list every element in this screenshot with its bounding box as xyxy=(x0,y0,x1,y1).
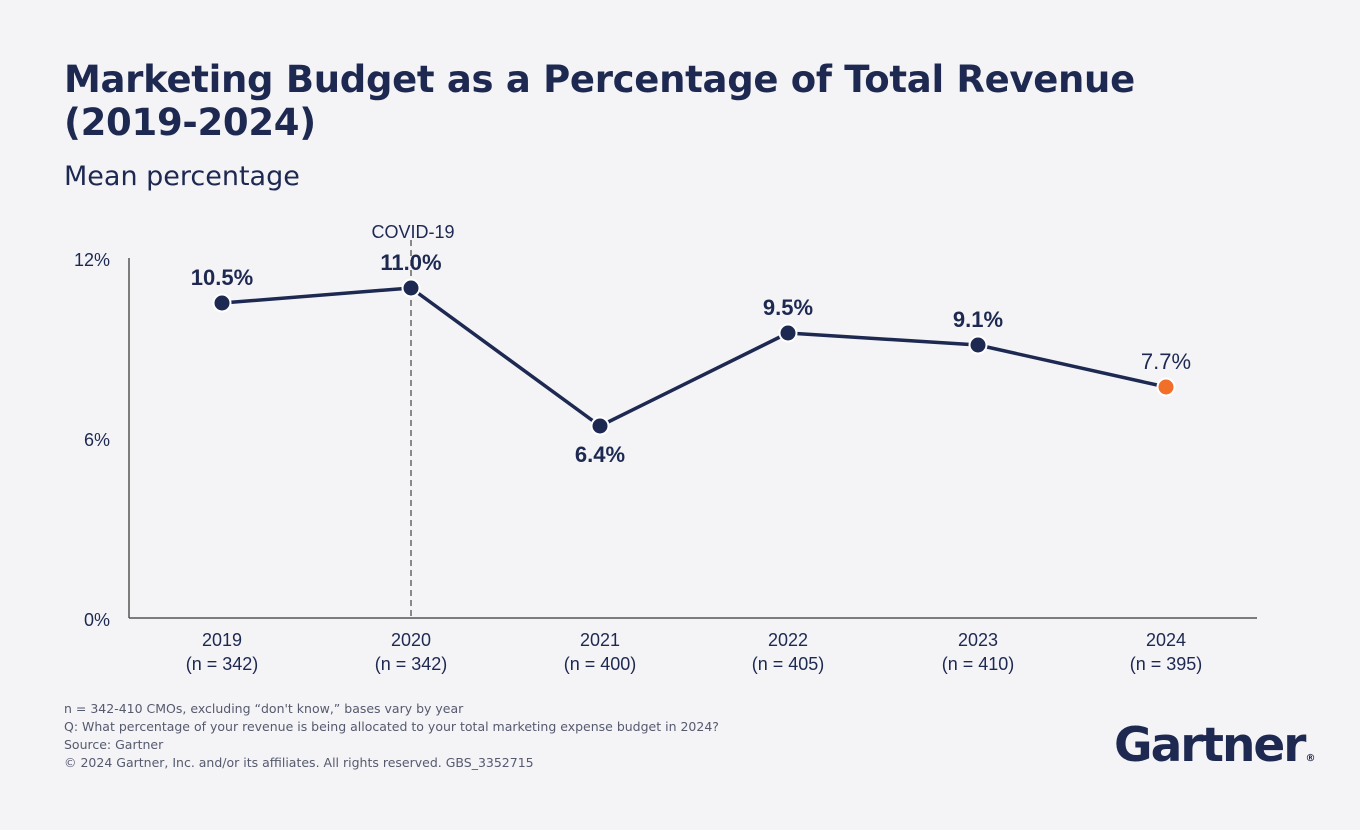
chart-title: Marketing Budget as a Percentage of Tota… xyxy=(64,58,1135,144)
data-point xyxy=(968,335,988,355)
data-point xyxy=(212,293,232,313)
y-tick-label: 0% xyxy=(84,610,110,630)
data-point xyxy=(1156,377,1176,397)
x-tick-sublabel: (n = 405) xyxy=(752,654,825,674)
x-tick-label: 2020 xyxy=(391,630,431,650)
data-label: 7.7% xyxy=(1141,349,1191,374)
series-line xyxy=(221,286,1167,428)
data-label: 6.4% xyxy=(575,442,625,467)
y-tick-label: 6% xyxy=(84,430,110,450)
covid-annotation-label: COVID-19 xyxy=(371,222,454,242)
x-tick-sublabel: (n = 395) xyxy=(1130,654,1203,674)
gartner-logo: Gartner® xyxy=(1114,718,1315,773)
footnote-sample: n = 342-410 CMOs, excluding “don't know,… xyxy=(64,701,464,716)
x-tick-label: 2019 xyxy=(202,630,242,650)
x-tick-sublabel: (n = 410) xyxy=(942,654,1015,674)
x-tick-label: 2021 xyxy=(580,630,620,650)
data-point xyxy=(778,323,798,343)
line-chart: 0% 6% 12% COVID-19 2019 (n = 342) 2020 (n = 342… xyxy=(74,222,1257,674)
registered-mark: ® xyxy=(1305,753,1316,764)
footnotes: n = 342-410 CMOs, excluding “don't know,… xyxy=(64,700,719,772)
data-point xyxy=(590,416,610,436)
footnote-question: Q: What percentage of your revenue is be… xyxy=(64,719,719,734)
y-tick-label: 12% xyxy=(74,250,110,270)
x-tick-sublabel: (n = 342) xyxy=(375,654,448,674)
data-label: 9.5% xyxy=(763,295,813,320)
data-label: 9.1% xyxy=(953,307,1003,332)
logo-text: Gartner xyxy=(1114,718,1306,773)
data-label: 11.0% xyxy=(380,250,441,275)
chart-subtitle: Mean percentage xyxy=(64,161,300,192)
data-point xyxy=(401,278,421,298)
x-tick-label: 2023 xyxy=(958,630,998,650)
x-tick-sublabel: (n = 342) xyxy=(186,654,259,674)
footnote-copyright: © 2024 Gartner, Inc. and/or its affiliat… xyxy=(64,755,534,770)
data-label: 10.5% xyxy=(191,265,253,290)
x-tick-sublabel: (n = 400) xyxy=(564,654,637,674)
footnote-source: Source: Gartner xyxy=(64,737,164,752)
x-tick-label: 2022 xyxy=(768,630,808,650)
x-tick-label: 2024 xyxy=(1146,630,1186,650)
